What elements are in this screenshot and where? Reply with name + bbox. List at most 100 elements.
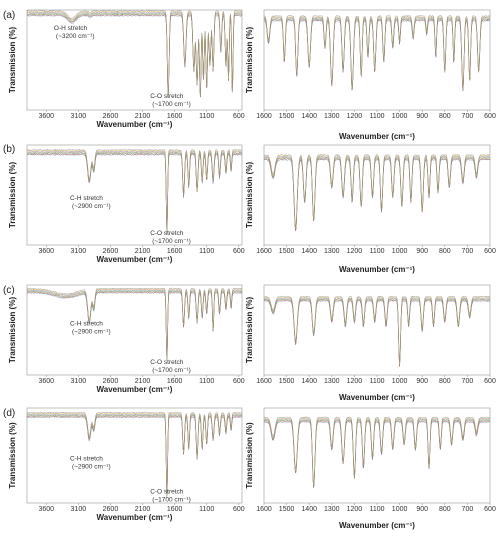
x-tick-label: 1400: [301, 506, 317, 513]
spectrum-series-line: [26, 9, 242, 94]
chart-panel-c-left: (c)Transmission (%) 3600 3100 2600 2100 1600 1…: [3, 284, 245, 394]
x-tick-label: 700: [462, 113, 474, 120]
spectrum-series-line: [26, 290, 243, 360]
plot-frame: [26, 9, 243, 111]
peak-annotation-position: (~1700 cm⁻¹): [152, 367, 191, 374]
x-axis-label: Wavenumber (cm⁻¹): [339, 521, 415, 530]
chart-panel-a-left: (a) Transmission (%) 3600 3100 2600 2100 1600 1…: [3, 9, 245, 129]
spectrum-series-line: [26, 289, 242, 359]
x-tick-label: 1600: [256, 248, 272, 255]
spectrum-series-line: [26, 150, 243, 231]
spectrum-series-line: [26, 411, 242, 494]
x-tick-label: 3100: [71, 506, 87, 513]
x-tick-label: 1600: [167, 378, 183, 385]
x-tick-label: 1400: [301, 378, 317, 385]
x-tick-label: 700: [462, 378, 474, 385]
spectrum-series-line: [26, 149, 243, 230]
y-axis-label: Transmission (%): [8, 297, 17, 364]
x-tick-label: 1300: [324, 378, 340, 385]
peak-annotation-name: C-O stretch: [150, 93, 184, 100]
x-tick-label: 800: [439, 113, 451, 120]
x-tick-label: 1600: [167, 506, 183, 513]
x-tick-label: 1600: [167, 248, 183, 255]
x-tick-label: 1400: [301, 113, 317, 120]
x-axis-label: Wavenumber (cm⁻¹): [97, 255, 173, 264]
x-tick-label: 1200: [347, 248, 363, 255]
x-tick-label: 900: [416, 113, 428, 120]
peak-annotation-position: (~2900 cm⁻¹): [72, 203, 111, 210]
peak-annotation-name: C-O stretch: [150, 489, 184, 496]
plot-frame: [26, 284, 243, 376]
spectrum-series-line: [263, 158, 491, 231]
x-tick-label: 2600: [103, 378, 119, 385]
x-tick-label: 1100: [369, 248, 384, 255]
spectrum-series-line: [263, 417, 491, 485]
x-tick-label: 800: [439, 378, 451, 385]
x-tick-label: 600: [484, 378, 496, 385]
panel-label: (c): [3, 285, 15, 296]
x-tick-label: 800: [439, 506, 451, 513]
spectrum-series-line: [263, 156, 491, 231]
spectrum-series-line: [263, 299, 490, 367]
x-tick-label: 600: [233, 113, 245, 120]
chart-panel-a-right: Transmission (%) 1600 1500 1400 1300 1200 1100…: [245, 9, 496, 141]
spectrum-series-line: [26, 150, 243, 231]
peak-annotation-position: (~1700 cm⁻¹): [152, 497, 191, 504]
x-tick-label: 1500: [279, 248, 295, 255]
spectrum-series-line: [263, 419, 491, 487]
x-axis-label: Wavenumber (cm⁻¹): [97, 385, 173, 394]
x-tick-label: 1100: [199, 506, 214, 513]
x-tick-label: 1000: [392, 506, 408, 513]
spectrum-series-line: [264, 157, 491, 231]
y-axis-label: Transmission (%): [245, 27, 254, 94]
spectrum-series-line: [263, 421, 491, 488]
x-tick-label: 1000: [392, 113, 408, 120]
peak-annotation-name: C-O stretch: [150, 359, 184, 366]
spectrum-series-line: [26, 153, 243, 233]
x-tick-label: 1500: [279, 378, 295, 385]
x-tick-label: 1400: [301, 248, 317, 255]
x-tick-label: 1600: [256, 378, 272, 385]
chart-panel-c-right: Transmission (%) 1600 1500 1400 1300 1200 1100…: [245, 284, 496, 402]
spectrum-series-line: [26, 413, 243, 496]
spectrum-series-line: [26, 10, 243, 94]
x-tick-label: 1100: [369, 378, 384, 385]
spectrum-series-line: [263, 418, 490, 486]
chart-panel-d-right: Transmission (%) 1600 1500 1400 1300 1200 1100…: [245, 407, 496, 530]
chart-panel-b-left: (b) Transmission (%) 3600 3100 2600 2100 1600 1…: [3, 144, 245, 264]
x-tick-label: 1100: [369, 506, 384, 513]
x-tick-label: 2100: [135, 248, 151, 255]
spectrum-series-line: [263, 155, 491, 229]
x-axis-label: Wavenumber (cm⁻¹): [339, 132, 415, 141]
plot-frame: [26, 144, 243, 246]
peak-annotation-name: C-H stretch: [70, 195, 103, 202]
x-axis-label: Wavenumber (cm⁻¹): [97, 513, 173, 522]
y-axis-label: Transmission (%): [245, 297, 254, 364]
peak-annotation-position: (~2900 cm⁻¹): [72, 329, 111, 336]
x-tick-label: 600: [484, 248, 496, 255]
plot-frame: [26, 407, 243, 504]
spectrum-series-line: [263, 420, 491, 487]
x-tick-label: 700: [462, 506, 474, 513]
x-tick-label: 1100: [199, 113, 214, 120]
spectrum-series-line: [263, 417, 491, 486]
x-tick-label: 1300: [324, 248, 340, 255]
x-tick-label: 600: [233, 506, 245, 513]
panel-label: (a): [3, 10, 15, 21]
x-tick-label: 600: [233, 378, 245, 385]
spectrum-series-line: [264, 298, 491, 366]
x-tick-label: 1000: [392, 248, 408, 255]
spectrum-series-line: [263, 158, 490, 232]
x-tick-label: 3600: [38, 113, 54, 120]
x-tick-label: 1100: [199, 248, 214, 255]
panel-label: (b): [3, 144, 15, 155]
x-tick-label: 1100: [369, 113, 384, 120]
x-tick-label: 600: [484, 506, 496, 513]
peak-annotation-position: (~1700 cm⁻¹): [152, 101, 191, 108]
spectrum-series-line: [263, 416, 491, 484]
spectrum-series-line: [26, 288, 243, 358]
spectrum-series-line: [26, 152, 243, 233]
chart-panel-b-right: Transmission (%) 1600 1500 1400 1300 1200 1100…: [245, 144, 496, 274]
x-tick-label: 2100: [135, 506, 151, 513]
